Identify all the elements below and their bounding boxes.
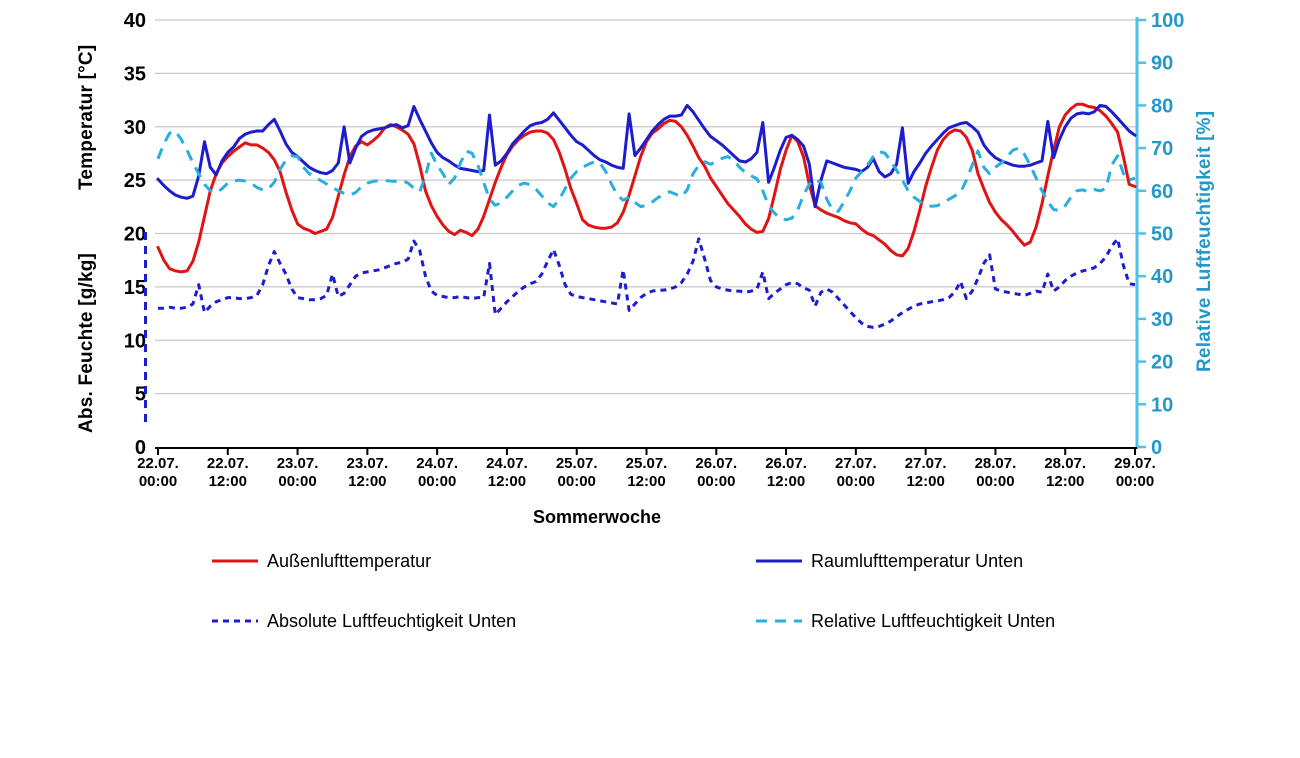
legend-label-absolute-humidity: Absolute Luftfeuchtigkeit Unten bbox=[267, 610, 517, 631]
x-axis-tick-label-time: 00:00 bbox=[697, 473, 735, 490]
right-axis-tick-label: 70 bbox=[1151, 138, 1173, 160]
x-axis-tick-label-date: 23.07. bbox=[346, 455, 388, 472]
series-line-1 bbox=[156, 103, 1137, 209]
right-axis-title-rel-humidity: Relative Luftfeuchtigkeit [%] bbox=[1194, 110, 1215, 372]
left-axis-tick-label: 25 bbox=[124, 170, 146, 192]
x-axis-tick-label-date: 29.07. bbox=[1114, 455, 1156, 472]
left-axis-tick-label: 30 bbox=[124, 117, 146, 139]
series-line-2 bbox=[158, 237, 1136, 329]
legend-item-room-temperature: Raumlufttemperatur Unten bbox=[755, 550, 1023, 572]
right-axis-tick-label: 20 bbox=[1151, 352, 1173, 374]
x-axis-tick-label-date: 22.07. bbox=[137, 455, 179, 472]
x-axis-tick-label-date: 25.07. bbox=[556, 455, 598, 472]
x-axis-tick-label-time: 00:00 bbox=[558, 473, 596, 490]
x-axis-tick-label-date: 25.07. bbox=[626, 455, 668, 472]
left-axis-tick-label: 15 bbox=[124, 277, 146, 299]
x-axis-tick-label-time: 00:00 bbox=[418, 473, 456, 490]
x-axis-tick-label-time: 12:00 bbox=[348, 473, 386, 490]
legend-label-room-temperature: Raumlufttemperatur Unten bbox=[811, 550, 1024, 571]
x-axis-tick-label-date: 28.07. bbox=[1044, 455, 1086, 472]
legend-key-room-temperature-line bbox=[756, 559, 802, 563]
legend-item-outdoor-temperature: Außenlufttemperatur bbox=[211, 550, 431, 572]
right-axis-tick-label: 0 bbox=[1151, 437, 1162, 459]
left-axis-title-temperature: Temperatur [°C] bbox=[76, 44, 97, 190]
series-line-3 bbox=[156, 129, 1136, 222]
legend-label-relative-humidity: Relative Luftfeuchtigkeit Unten bbox=[811, 610, 1056, 631]
left-axis-tick-label: 5 bbox=[135, 384, 146, 406]
left-axis-tick-label: 0 bbox=[135, 437, 146, 459]
left-axis-tick-label: 10 bbox=[124, 330, 146, 352]
left-axis-title-abs-humidity: Abs. Feuchte [g/kg] bbox=[76, 252, 97, 433]
chart-plot-area: 0 5 10 15 20 25 30 35 40 0 10 20 30 40 50 60 70 80 90 100 22… bbox=[124, 10, 1185, 490]
x-axis-tick-label-date: 22.07. bbox=[207, 455, 249, 472]
legend-key-outdoor-temperature-line bbox=[212, 559, 258, 563]
x-axis-title: Sommerwoche bbox=[532, 507, 662, 527]
right-axis-tick-label: 40 bbox=[1151, 266, 1173, 288]
right-axis-tick-label: 50 bbox=[1151, 224, 1173, 246]
x-axis-tick-label-time: 00:00 bbox=[837, 473, 875, 490]
x-axis-tick-label-time: 12:00 bbox=[209, 473, 247, 490]
legend-key-relative-humidity-line bbox=[756, 619, 802, 623]
x-axis-tick-label-time: 00:00 bbox=[278, 473, 316, 490]
right-axis-tick-label: 30 bbox=[1151, 309, 1173, 331]
x-axis-tick-label-time: 00:00 bbox=[1116, 473, 1154, 490]
x-axis-tick-label-date: 26.07. bbox=[765, 455, 807, 472]
x-axis-tick-label-time: 12:00 bbox=[767, 473, 805, 490]
x-axis-tick-label-date: 24.07. bbox=[416, 455, 458, 472]
left-axis-tick-label: 35 bbox=[124, 63, 146, 85]
legend-label-outdoor-temperature: Außenlufttemperatur bbox=[267, 550, 432, 571]
x-axis-tick-label-date: 28.07. bbox=[975, 455, 1017, 472]
x-axis-tick-label-time: 00:00 bbox=[139, 473, 177, 490]
right-axis-tick-label: 10 bbox=[1151, 394, 1173, 416]
x-axis-tick-label-date: 26.07. bbox=[695, 455, 737, 472]
right-axis-tick-label: 100 bbox=[1151, 10, 1184, 32]
x-axis-tick-label-time: 12:00 bbox=[1046, 473, 1084, 490]
right-axis-tick-label: 60 bbox=[1151, 181, 1173, 203]
x-axis-tick-label-date: 23.07. bbox=[277, 455, 319, 472]
x-axis-tick-label-time: 12:00 bbox=[906, 473, 944, 490]
right-axis-tick-label: 90 bbox=[1151, 53, 1173, 75]
legend-key-absolute-humidity-line bbox=[212, 619, 258, 623]
legend-item-absolute-humidity: Absolute Luftfeuchtigkeit Unten bbox=[211, 610, 516, 632]
x-axis-tick-label-date: 27.07. bbox=[905, 455, 947, 472]
series-line-0 bbox=[156, 102, 1137, 274]
x-axis-tick-label-time: 12:00 bbox=[627, 473, 665, 490]
left-axis-tick-label: 40 bbox=[124, 10, 146, 32]
x-axis-tick-label-date: 27.07. bbox=[835, 455, 877, 472]
x-axis-tick-label-time: 12:00 bbox=[488, 473, 526, 490]
legend-item-relative-humidity: Relative Luftfeuchtigkeit Unten bbox=[755, 610, 1055, 632]
x-axis-tick-label-time: 00:00 bbox=[976, 473, 1014, 490]
left-axis-tick-label: 20 bbox=[124, 224, 146, 246]
x-axis-tick-label-date: 24.07. bbox=[486, 455, 528, 472]
right-axis-tick-label: 80 bbox=[1151, 95, 1173, 117]
